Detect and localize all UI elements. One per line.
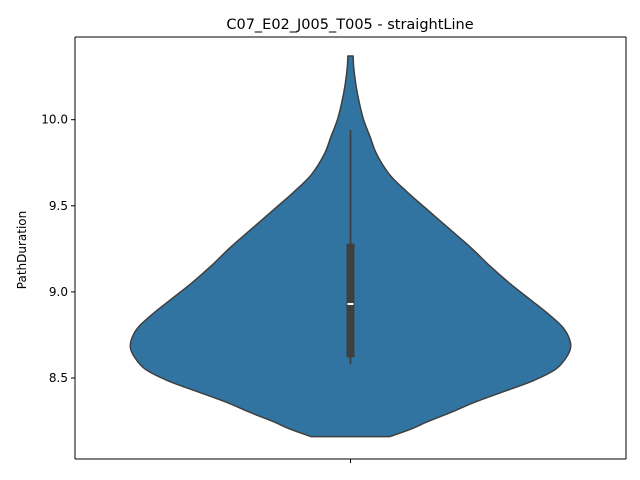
median-marker <box>347 302 354 305</box>
iqr-box <box>346 243 355 358</box>
y-tick-label: 9.0 <box>49 285 68 299</box>
plot-area: 8.5 9.0 9.5 10.0 <box>41 36 627 463</box>
y-tick-label: 9.5 <box>49 199 68 213</box>
y-axis-label: PathDuration <box>15 211 29 289</box>
y-tick-label: 10.0 <box>41 113 68 127</box>
y-tick-label: 8.5 <box>49 371 68 385</box>
chart-title: C07_E02_J005_T005 - straightLine <box>226 17 473 33</box>
